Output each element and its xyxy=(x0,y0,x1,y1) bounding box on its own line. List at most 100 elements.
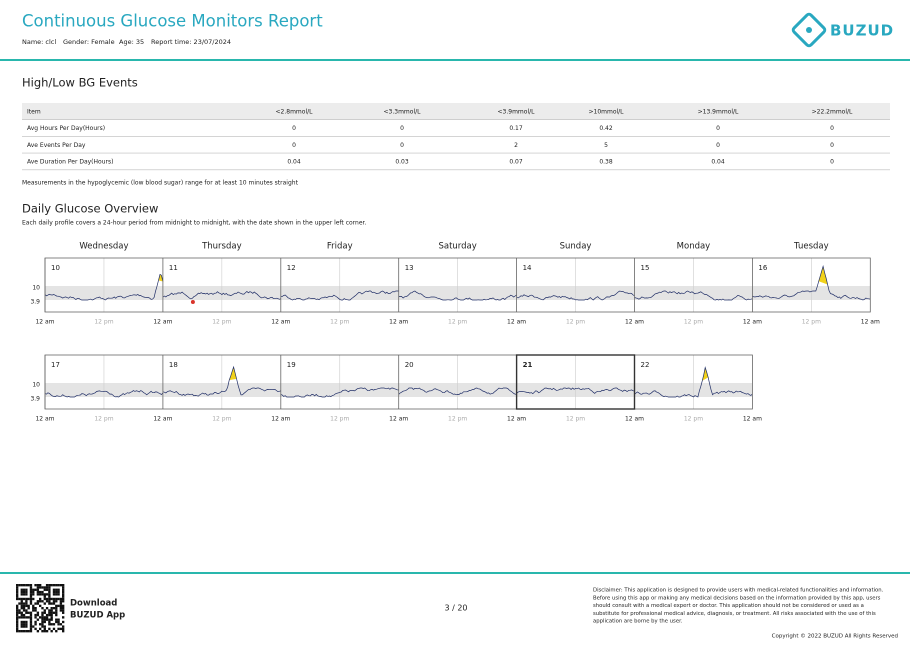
qr-cell xyxy=(22,590,26,594)
qr-cell xyxy=(55,630,58,633)
qr-cell xyxy=(20,602,23,605)
copyright: Copyright © 2022 BUZUD All Rights Reserv… xyxy=(772,633,898,640)
qr-cell xyxy=(29,627,33,631)
qr-cell xyxy=(22,593,26,596)
qr-cell xyxy=(16,630,19,633)
qr-cell xyxy=(22,588,26,591)
qr-cell xyxy=(57,623,60,626)
qr-cell xyxy=(55,597,58,601)
qr-cell xyxy=(55,584,58,587)
qr-cell xyxy=(25,609,28,612)
qr-cell xyxy=(59,597,63,601)
qr-cell xyxy=(16,618,19,621)
qr-cell xyxy=(43,586,46,589)
date-label: 11 xyxy=(169,264,178,272)
time-label: 12 pm xyxy=(566,319,585,326)
time-label: 12 am xyxy=(625,416,644,423)
qr-cell xyxy=(22,613,26,617)
qr-cell xyxy=(22,602,26,605)
qr-cell xyxy=(41,611,44,614)
qr-cell xyxy=(36,602,40,605)
qr-cell xyxy=(50,602,53,605)
column-header: <3.3mmol/L xyxy=(384,108,422,115)
report-time: Report time: 23/07/2024 xyxy=(151,38,231,46)
qr-cell xyxy=(62,627,65,631)
qr-cell xyxy=(16,597,19,601)
qr-cell xyxy=(29,613,33,617)
qr-cell xyxy=(48,609,51,612)
date-label: 12 xyxy=(287,264,296,272)
time-label: 12 am xyxy=(271,319,290,326)
table-header-bg xyxy=(22,103,890,120)
table-cell: 0.17 xyxy=(509,125,523,132)
qr-cell xyxy=(39,590,42,594)
qr-cell xyxy=(22,623,26,626)
qr-cell xyxy=(39,586,42,589)
qr-cell xyxy=(43,597,46,601)
low-marker xyxy=(190,300,195,304)
qr-cell xyxy=(43,611,46,614)
time-label: 12 am xyxy=(743,416,762,423)
qr-cell xyxy=(22,630,26,633)
qr-cell xyxy=(39,597,42,601)
qr-cell xyxy=(32,593,35,596)
qr-cell xyxy=(52,590,56,594)
y-label: 10 xyxy=(32,285,40,292)
table-cell: 0.03 xyxy=(395,158,409,165)
chart-frame xyxy=(44,354,753,410)
table-cell: Avg Hours Per Day(Hours) xyxy=(27,125,105,132)
disclaimer: Disclaimer: This application is designed… xyxy=(593,588,884,625)
time-label: 12 am xyxy=(35,319,54,326)
qr-cell xyxy=(50,597,53,601)
qr-cell xyxy=(16,607,19,610)
qr-cell xyxy=(25,600,28,603)
table-cell: 0.04 xyxy=(711,158,725,165)
high-area xyxy=(702,367,709,381)
date-label: 17 xyxy=(51,361,60,369)
qr-cell xyxy=(52,607,56,610)
patient-gender: Gender: Female xyxy=(63,38,115,46)
qr-cell xyxy=(62,584,65,587)
time-label: 12 am xyxy=(625,319,644,326)
qr-cell xyxy=(22,616,26,619)
qr-cell xyxy=(62,600,65,603)
qr-cell xyxy=(55,600,58,603)
table-cell: 0.38 xyxy=(599,158,613,165)
time-label: 12 am xyxy=(507,416,526,423)
qr-cell xyxy=(43,593,46,596)
qr-cell xyxy=(39,600,42,603)
qr-cell xyxy=(29,630,33,633)
qr-cell xyxy=(57,593,60,596)
qr-cell xyxy=(57,627,60,631)
qr-cell xyxy=(43,616,46,619)
qr-cell xyxy=(18,616,21,619)
qr-cell xyxy=(41,623,44,626)
time-label: 12 pm xyxy=(94,416,113,423)
table-cell: 0.07 xyxy=(509,158,523,165)
qr-cell xyxy=(16,590,19,594)
qr-cell xyxy=(25,584,28,587)
qr-cell xyxy=(36,613,40,617)
qr-cell xyxy=(41,586,44,589)
report-title: Continuous Glucose Monitors Report xyxy=(22,12,323,31)
qr-cell xyxy=(22,584,26,587)
qr-cell xyxy=(52,611,56,614)
qr-cell xyxy=(62,625,65,628)
y-label: 3.9 xyxy=(30,396,40,403)
glucose-trace xyxy=(162,365,281,397)
qr-cell xyxy=(34,584,37,587)
qr-cell xyxy=(29,600,33,603)
qr-cell xyxy=(25,625,28,628)
qr-cell xyxy=(45,588,49,591)
patient-name: Name: clcl xyxy=(22,38,56,46)
qr-cell xyxy=(48,620,51,624)
qr-cell xyxy=(32,607,35,610)
qr-cell xyxy=(52,593,56,596)
qr-cell xyxy=(32,588,35,591)
qr-cell xyxy=(50,613,53,617)
column-header: Item xyxy=(27,108,41,115)
glucose-trace xyxy=(634,366,753,398)
qr-cell xyxy=(22,604,26,608)
qr-cell xyxy=(41,618,44,621)
